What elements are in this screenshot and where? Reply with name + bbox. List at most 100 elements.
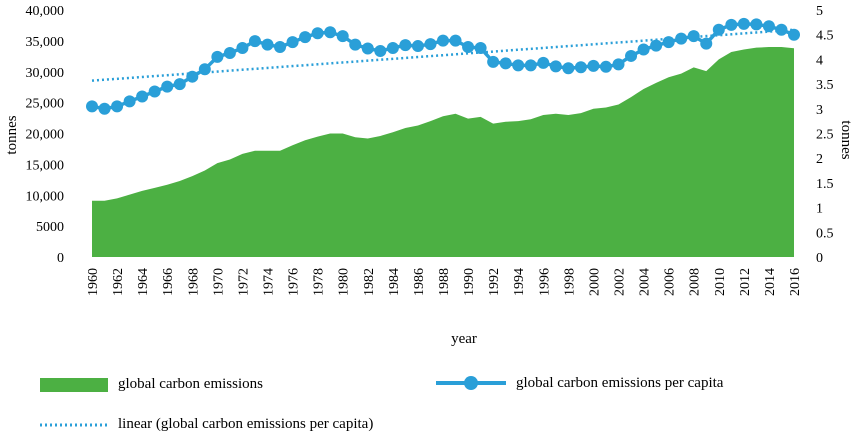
per-capita-point: [437, 34, 449, 47]
per-capita-point: [537, 56, 550, 69]
per-capita-point: [311, 27, 324, 40]
plot-area: [86, 17, 800, 257]
per-capita-point: [625, 49, 638, 62]
per-capita-point: [725, 18, 738, 31]
series-area-carbon-emissions: [92, 47, 794, 257]
per-capita-point: [274, 41, 287, 54]
right-axis-ticks: 0 0.5 1 1.5 2 2.5 3 3.5 4 4.5 5: [816, 4, 834, 266]
per-capita-point: [449, 34, 462, 47]
per-capita-point: [687, 30, 700, 43]
legend-swatch-trend: [40, 423, 108, 426]
per-capita-point: [98, 102, 111, 115]
left-axis-label: tonnes: [4, 115, 20, 154]
x-tick-label: 1966: [161, 268, 176, 296]
right-tick-label: 1.5: [816, 177, 834, 192]
legend-swatch-area: [40, 377, 108, 392]
x-tick-label: 1988: [437, 268, 452, 296]
x-tick-label: 2002: [613, 268, 628, 296]
per-capita-point: [286, 36, 299, 49]
per-capita-point: [123, 95, 136, 108]
x-tick-label: 2012: [738, 268, 753, 296]
per-capita-point: [462, 41, 475, 54]
left-tick-label: 35,000: [26, 35, 65, 50]
left-tick-label: 0: [57, 251, 64, 266]
right-tick-label: 4: [816, 53, 823, 68]
per-capita-point: [788, 28, 800, 41]
per-capita-point: [374, 45, 387, 57]
right-tick-label: 0.5: [816, 226, 834, 241]
per-capita-point: [587, 59, 600, 72]
x-tick-label: 2008: [688, 268, 703, 296]
x-tick-label: 1986: [412, 268, 427, 296]
per-capita-point: [299, 31, 312, 44]
x-tick-label: 1984: [387, 268, 402, 296]
x-tick-label: 1990: [462, 268, 477, 296]
x-tick-label: 1996: [537, 268, 552, 296]
per-capita-point: [487, 55, 500, 68]
per-capita-point: [637, 43, 650, 56]
x-tick-label: 1960: [86, 268, 101, 296]
x-axis-label: year: [451, 331, 477, 347]
x-axis-ticks: 1960 1962 1964 1966 1968 1970 1972 1974 1976 1978…: [86, 268, 803, 296]
x-tick-label: 1970: [211, 268, 226, 296]
per-capita-point: [750, 18, 763, 31]
left-tick-label: 40,000: [26, 4, 65, 19]
per-capita-point: [173, 78, 186, 91]
legend-item-area: global carbon emissions: [40, 376, 263, 393]
right-tick-label: 2: [816, 152, 823, 167]
per-capita-point: [524, 59, 537, 72]
per-capita-point: [186, 70, 199, 83]
right-tick-label: 4.5: [816, 29, 834, 44]
per-capita-point: [599, 60, 612, 73]
per-capita-point: [211, 50, 224, 63]
per-capita-point: [424, 38, 437, 51]
x-tick-label: 1962: [111, 268, 126, 296]
per-capita-point: [737, 17, 750, 30]
per-capita-point: [712, 23, 725, 36]
x-tick-label: 2000: [587, 268, 602, 296]
per-capita-point: [223, 46, 236, 59]
x-tick-label: 2010: [713, 268, 728, 296]
per-capita-point: [662, 36, 675, 49]
per-capita-point: [236, 42, 249, 55]
per-capita-point: [549, 60, 562, 73]
x-tick-label: 1968: [186, 268, 201, 296]
x-tick-label: 2014: [763, 268, 778, 296]
per-capita-point: [612, 58, 625, 71]
per-capita-point: [349, 38, 362, 51]
per-capita-point: [775, 23, 788, 36]
per-capita-point: [148, 85, 161, 98]
per-capita-point: [336, 30, 349, 43]
legend-label-line: global carbon emissions per capita: [516, 374, 724, 391]
per-capita-point: [386, 42, 399, 55]
per-capita-point: [324, 26, 337, 39]
legend-label-trend: linear (global carbon emissions per capi…: [118, 416, 374, 432]
per-capita-point: [499, 57, 512, 70]
per-capita-point: [411, 40, 424, 53]
x-tick-label: 1994: [512, 268, 527, 296]
x-tick-label: 1974: [262, 268, 277, 296]
per-capita-point: [198, 63, 211, 76]
per-capita-point: [361, 42, 374, 55]
right-tick-label: 3: [816, 103, 823, 118]
x-tick-label: 2006: [663, 268, 678, 296]
per-capita-point: [512, 59, 525, 72]
per-capita-point: [261, 38, 274, 51]
per-capita-point: [111, 100, 124, 113]
right-tick-label: 3.5: [816, 78, 834, 93]
per-capita-point: [562, 62, 575, 75]
left-tick-label: 20,000: [26, 128, 65, 143]
right-tick-label: 0: [816, 251, 823, 266]
right-tick-label: 1: [816, 202, 823, 217]
left-tick-label: 5000: [36, 220, 64, 235]
legend-swatch-line: [436, 376, 506, 390]
per-capita-point: [161, 80, 174, 93]
left-tick-label: 10,000: [26, 189, 65, 204]
per-capita-point: [700, 37, 713, 50]
left-axis-ticks: 0 5000 10,000 15,000 20,000 25,000 30,000 35,00…: [26, 4, 65, 266]
x-tick-label: 1978: [312, 268, 327, 296]
per-capita-point: [675, 32, 688, 45]
left-tick-label: 30,000: [26, 66, 65, 81]
per-capita-point: [762, 20, 775, 33]
